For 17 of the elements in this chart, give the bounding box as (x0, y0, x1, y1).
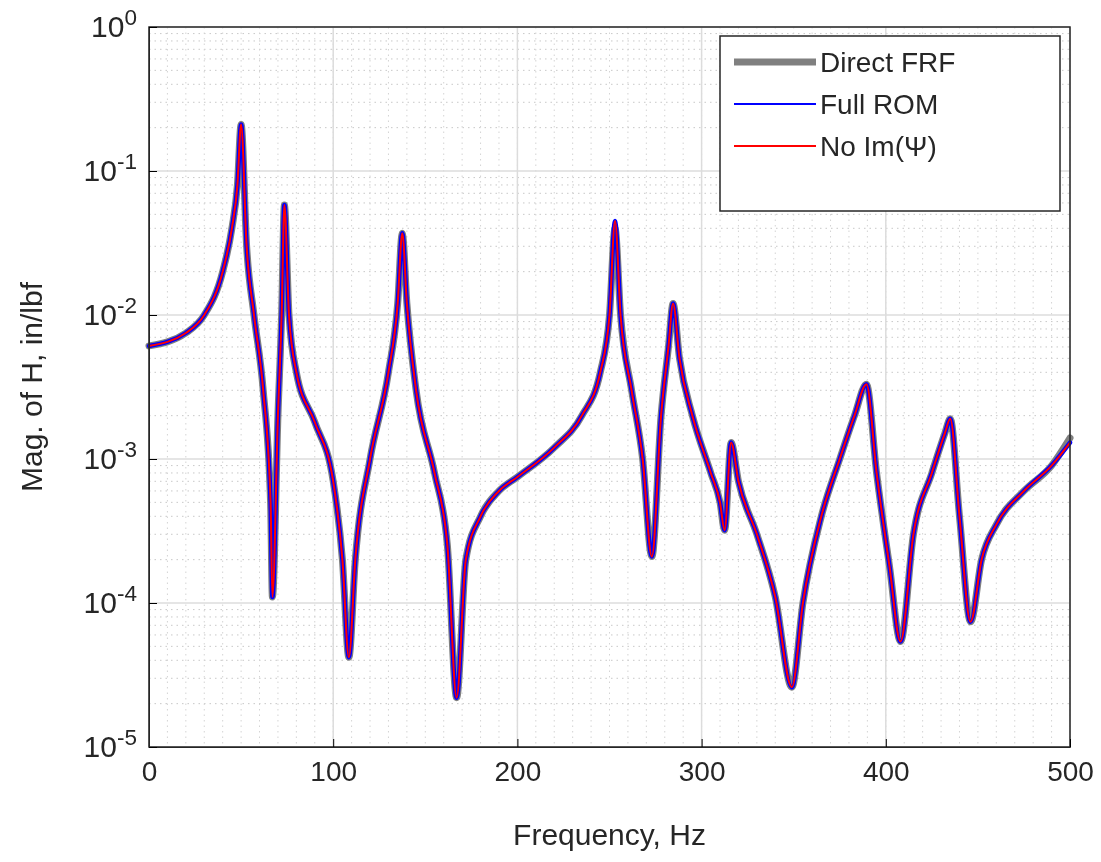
legend-label: No Im(Ψ) (820, 131, 937, 162)
y-tick-label: 10$^{-1}$ (83, 148, 137, 187)
x-tick-label: 200 (494, 755, 542, 787)
legend-label: Direct FRF (820, 47, 956, 78)
legend-label: Full ROM (820, 89, 939, 120)
y-tick-label: 10$^{-3}$ (83, 436, 137, 475)
x-tick-label: 400 (862, 755, 910, 787)
x-axis-title: Frequency, Hz (513, 818, 706, 851)
x-tick-label: 0 (141, 755, 158, 787)
y-tick-label: 10$^{-2}$ (83, 292, 137, 331)
y-axis-title: Mag. of H, in/lbf (15, 281, 48, 493)
y-tick-label: 10$^{-5}$ (83, 724, 137, 763)
x-tick-label: 100 (310, 755, 358, 787)
x-tick-label: 500 (1047, 755, 1094, 787)
y-tick-label: 10$^{-4}$ (83, 580, 137, 619)
y-tick-label: 10$^{0}$ (91, 4, 137, 43)
x-tick-label: 300 (678, 755, 726, 787)
